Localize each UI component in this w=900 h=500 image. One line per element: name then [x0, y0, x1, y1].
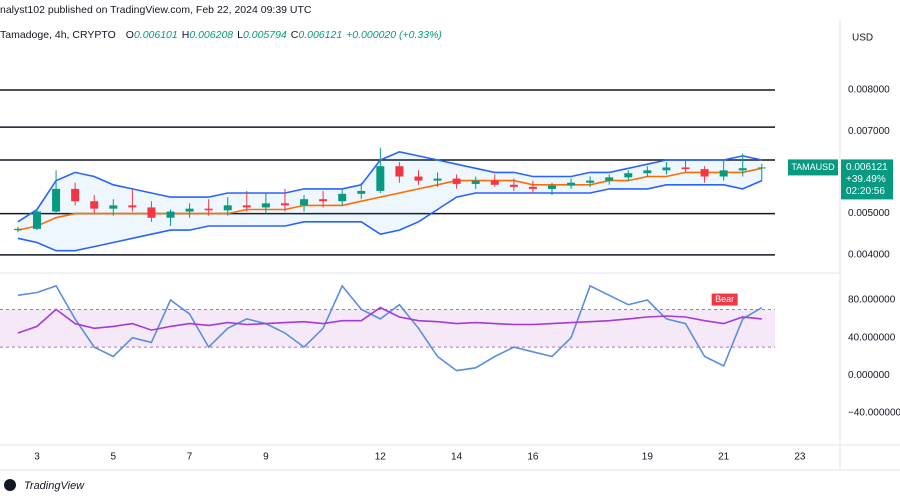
candle-body: [738, 168, 747, 171]
candle-body: [109, 205, 118, 209]
y-tick-label: 40.000000: [848, 332, 896, 343]
candle-body: [490, 180, 499, 185]
ohlc-label: H: [181, 29, 190, 41]
candle-body: [13, 228, 22, 231]
candle-body: [719, 170, 728, 177]
x-tick-label: 3: [34, 452, 40, 463]
countdown: 02:20:56: [846, 186, 885, 197]
ohlc-value: 0.005794: [242, 29, 287, 41]
candle-body: [300, 199, 309, 206]
candle-body: [395, 166, 404, 177]
y-tick-label: 0.005000: [848, 208, 890, 219]
candle-body: [509, 184, 518, 187]
x-tick-label: 5: [111, 452, 117, 463]
ohlc-value: 0.006208: [189, 29, 234, 41]
candle-body: [52, 188, 61, 212]
y-tick-label: 0.008000: [848, 85, 890, 96]
candle-body: [185, 208, 194, 212]
band-fill: [17, 151, 762, 251]
candle-body: [223, 205, 232, 211]
ohlc-label: O: [125, 29, 134, 41]
x-tick-label: 16: [527, 452, 539, 463]
candle-body: [605, 177, 614, 181]
candle-body: [261, 203, 270, 208]
candle-body: [452, 178, 461, 184]
candle-body: [338, 193, 347, 202]
candle-body: [662, 167, 671, 171]
annotation-box: [711, 293, 738, 306]
series-line: [17, 167, 762, 231]
candle-body: [757, 167, 766, 169]
candle-body: [319, 199, 328, 202]
ohlc-value: 0.006101: [133, 29, 178, 41]
change: +0.000020 (+0.33%): [346, 29, 442, 41]
y-tick-label: 0.004000: [848, 249, 890, 260]
band: [0, 309, 775, 348]
x-tick-label: 12: [375, 452, 387, 463]
candle-body: [204, 208, 213, 211]
symbol-tag: [788, 159, 838, 176]
last-price-box: [841, 159, 893, 200]
candle-body: [681, 167, 690, 170]
symbol-tag-label: TAMAUSD: [791, 162, 835, 172]
series-line: [17, 179, 763, 252]
symbol-line: Tamadoge, 4h, CRYPTO O0.006101 H0.006208 L0…: [0, 29, 442, 41]
candle-body: [242, 205, 251, 208]
y-tick-label: 0.007000: [848, 126, 890, 137]
candle-body: [586, 180, 595, 183]
candle-body: [433, 178, 442, 181]
candle-body: [357, 190, 366, 194]
candle-body: [643, 170, 652, 174]
candle-body: [90, 201, 99, 209]
x-tick-label: 14: [451, 452, 463, 463]
x-tick-label: 21: [718, 452, 730, 463]
candle-body: [128, 205, 137, 208]
y-tick-label: 80.000000: [848, 295, 896, 306]
ohlc-label: L: [237, 29, 243, 41]
candle-body: [547, 185, 556, 189]
symbol: Tamadoge, 4h, CRYPTO: [0, 29, 116, 41]
y-tick-label: 0.000000: [848, 370, 890, 381]
published: nalyst102 published on TradingView.com, …: [0, 4, 312, 16]
candle-body: [567, 182, 576, 186]
y-tick-label: −40.000000: [848, 408, 900, 419]
last-change: +39.49%: [846, 174, 886, 185]
candle-body: [147, 207, 156, 218]
annotation: Bear: [715, 294, 734, 304]
candle-body: [33, 211, 42, 229]
brand: TradingView: [24, 480, 85, 492]
candle-body: [71, 188, 80, 202]
brand-logo: [4, 479, 16, 491]
candle-body: [376, 166, 385, 191]
candle-body: [280, 203, 289, 206]
x-tick-label: 19: [642, 452, 654, 463]
candle-body: [528, 186, 537, 189]
last-price: 0.006121: [846, 162, 888, 173]
series-line: [17, 306, 762, 334]
candle-body: [700, 169, 709, 177]
currency: USD: [852, 33, 873, 44]
series-line: [17, 150, 762, 223]
ohlc-value: 0.006121: [298, 29, 343, 41]
candle-body: [166, 211, 175, 218]
ohlc-label: C: [290, 29, 299, 41]
x-tick-label: 7: [187, 452, 193, 463]
candle-body: [624, 173, 633, 178]
x-tick-label: 23: [794, 452, 806, 463]
candle-body: [471, 180, 480, 184]
x-tick-label: 9: [263, 452, 269, 463]
candle-body: [414, 176, 423, 181]
